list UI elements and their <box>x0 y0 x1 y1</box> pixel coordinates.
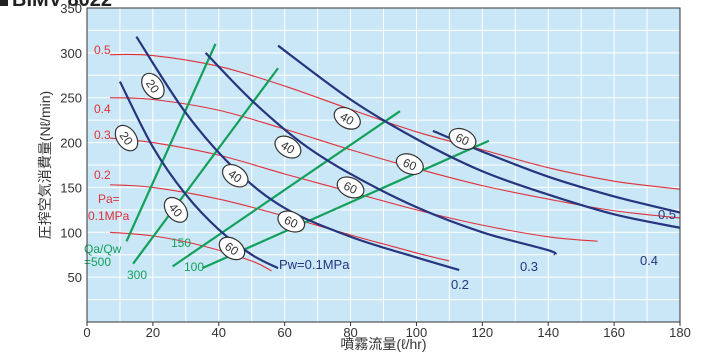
curve-tag-badge <box>218 236 246 261</box>
curve-tag-badge <box>448 127 477 151</box>
water-pressure-curve <box>277 44 681 229</box>
curve-tag: 60 <box>448 127 477 151</box>
plot-frame <box>86 7 681 323</box>
air-pressure-label: 0.3 <box>94 128 111 142</box>
x-axis-label: 噴霧流量(ℓ/hr) <box>340 336 426 352</box>
water-pressure-curve <box>135 36 460 272</box>
curve-tag-label: 60 <box>453 130 471 148</box>
curve-tag-badge <box>114 124 139 152</box>
x-tick-label: 40 <box>212 325 226 340</box>
y-axis-label: 圧搾空気消費量(Nℓ/min) <box>37 91 53 239</box>
axis-ticks: 0 20 40 60 80 100 120 140 160 180 50 100 150 200 250 30… <box>60 1 691 340</box>
x-tick-label: 180 <box>669 325 691 340</box>
y-tick-label: 250 <box>60 91 82 106</box>
x-tick-label: 0 <box>83 325 90 340</box>
grid-lines <box>87 8 680 322</box>
ratio-line <box>201 139 490 270</box>
curve-tag: 20 <box>114 124 139 152</box>
x-tick-label: 80 <box>343 325 357 340</box>
x-tick-label: 20 <box>146 325 160 340</box>
air-pressure-label: 0.5 <box>94 43 111 57</box>
air-pressure-legend: 0.1MPa <box>88 209 130 223</box>
curve-tag-badge <box>163 196 189 223</box>
y-tick-label: 50 <box>68 270 82 285</box>
x-tick-label: 100 <box>406 325 428 340</box>
header-marker <box>0 0 8 6</box>
curve-tag-badge <box>141 72 165 100</box>
water-pressure-label: Pw=0.1MPa <box>279 257 350 272</box>
water-pressure-curve <box>118 81 279 270</box>
x-tick-label: 140 <box>537 325 559 340</box>
curve-tag-badge <box>395 153 424 176</box>
water-pressure-label: 0.3 <box>520 259 538 274</box>
curve-tag-badge <box>274 135 302 159</box>
y-tick-label: 350 <box>60 1 82 16</box>
series-labels: 0.5 0.4 0.3 0.2 Pa= 0.1MPa Pw=0.1MPa 0.2 0.3 0.4 0… <box>84 43 676 292</box>
y-tick-label: 200 <box>60 136 82 151</box>
curve-tag: 60 <box>218 236 246 261</box>
y-tick-label: 300 <box>60 46 82 61</box>
x-tick-label: 120 <box>471 325 493 340</box>
curve-tag: 60 <box>395 153 424 176</box>
curve-tag: 40 <box>221 163 249 188</box>
curve-tag: 60 <box>277 210 306 233</box>
ratio-line <box>125 43 217 242</box>
y-tick-label: 150 <box>60 180 82 195</box>
ratio-label: 150 <box>171 236 191 250</box>
curve-tag-label: 40 <box>338 109 357 128</box>
ratio-legend: =500 <box>84 255 111 269</box>
curve-tag-badge <box>333 106 361 130</box>
chart-header-title: BIMV 8022 <box>12 0 113 11</box>
ratio-line <box>132 67 279 265</box>
curve-tag-label: 60 <box>282 213 300 231</box>
curve-tag-badge <box>277 210 306 233</box>
x-tick-label: 60 <box>277 325 291 340</box>
ratio-lines <box>125 43 490 270</box>
water-pressure-curve <box>204 52 557 256</box>
x-tick-label: 160 <box>603 325 625 340</box>
ratio-legend: Qa/Qw <box>84 242 122 256</box>
curve-tag: 40 <box>274 135 302 159</box>
air-pressure-label: 0.4 <box>94 102 111 116</box>
curve-tag: 60 <box>336 176 365 199</box>
curve-tag: 40 <box>163 196 189 223</box>
water-pressure-label: 0.4 <box>640 253 658 268</box>
ratio-label: 100 <box>184 260 204 274</box>
ratio-label: 300 <box>127 268 147 282</box>
curve-tag-label: 60 <box>401 156 419 174</box>
air-pressure-legend: Pa= <box>98 192 120 206</box>
curve-tag-badge <box>336 176 365 199</box>
curve-tag: 40 <box>333 106 361 130</box>
curve-tag: 20 <box>141 72 165 100</box>
y-tick-label: 100 <box>60 225 82 240</box>
water-pressure-label: 0.2 <box>451 277 469 292</box>
curve-tag-badge <box>221 163 249 188</box>
ratio-line <box>172 110 401 268</box>
air-pressure-label: 0.2 <box>94 168 111 182</box>
curve-tag-label: 60 <box>341 179 359 197</box>
water-pressure-label: 0.5 <box>658 207 676 222</box>
